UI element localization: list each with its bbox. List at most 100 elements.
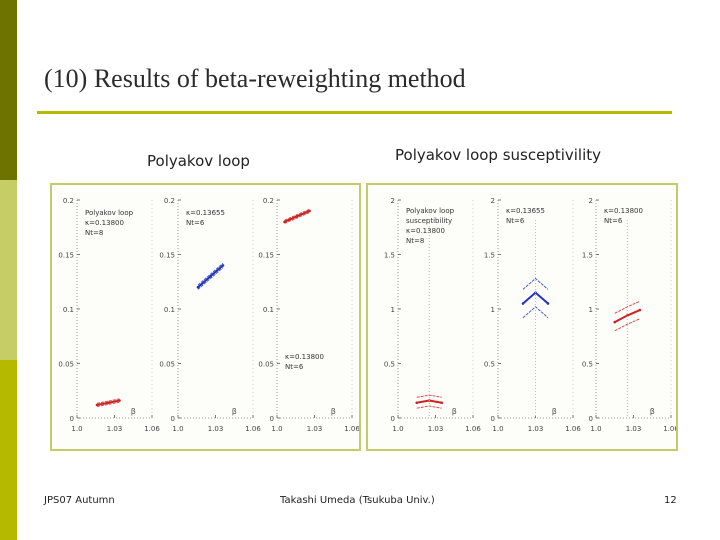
x-tick-label: 1.06 bbox=[465, 425, 481, 433]
accent-band-middle bbox=[0, 180, 17, 360]
y-tick-label: 0 bbox=[589, 415, 593, 423]
x-axis-label: β bbox=[552, 407, 557, 416]
x-axis-label: β bbox=[331, 407, 336, 416]
y-tick-label: 0.1 bbox=[63, 306, 74, 314]
x-tick-label: 1.03 bbox=[528, 425, 544, 433]
x-tick-label: 1.06 bbox=[663, 425, 676, 433]
series-upper-band bbox=[284, 208, 310, 221]
footer-center: Takashi Umeda (Tsukuba Univ.) bbox=[280, 495, 435, 506]
x-tick-label: 1.06 bbox=[565, 425, 581, 433]
polyakov-loop-heading: Polyakov loop bbox=[147, 152, 250, 170]
panel-annotation: Nt=6 bbox=[285, 363, 304, 371]
series-point bbox=[196, 285, 200, 289]
panel-annotation: κ=0.13655 bbox=[186, 209, 225, 217]
x-tick-label: 1.0 bbox=[172, 425, 183, 433]
series-point bbox=[221, 264, 225, 267]
panel-annotation: Nt=6 bbox=[186, 219, 205, 227]
series-point bbox=[440, 401, 444, 405]
panel-annotation: κ=0.13800 bbox=[285, 353, 324, 361]
y-tick-label: 0.5 bbox=[582, 361, 593, 369]
x-tick-label: 1.03 bbox=[107, 425, 123, 433]
y-tick-label: 0.5 bbox=[484, 361, 495, 369]
y-tick-label: 0 bbox=[491, 415, 495, 423]
series-upper-band bbox=[614, 300, 640, 314]
series-lower-band bbox=[197, 267, 224, 290]
series-upper-band bbox=[197, 262, 224, 286]
series-point bbox=[638, 308, 642, 312]
x-tick-label: 1.0 bbox=[590, 425, 601, 433]
y-tick-label: 0.1 bbox=[164, 306, 175, 314]
y-tick-label: 1.5 bbox=[484, 252, 495, 260]
slide-title: (10) Results of beta-reweighting method bbox=[44, 64, 466, 93]
polyakov-loop-chart: 0.2 0.15 0.1 0.05 0 1.0 1.03 1.06 β Polyakov loop… bbox=[58, 197, 360, 433]
series-point bbox=[106, 401, 110, 405]
title-rule bbox=[37, 111, 672, 114]
y-tick-label: 0.2 bbox=[63, 197, 74, 205]
x-tick-label: 1.06 bbox=[144, 425, 160, 433]
y-tick-label: 1 bbox=[491, 306, 495, 314]
accent-band-bottom bbox=[0, 360, 17, 540]
y-tick-label: 0.05 bbox=[58, 361, 74, 369]
y-tick-label: 0 bbox=[70, 415, 74, 423]
susceptibility-heading: Polyakov loop susceptivility bbox=[395, 146, 602, 164]
y-tick-label: 0.05 bbox=[159, 361, 175, 369]
x-axis-label: β bbox=[131, 407, 136, 416]
x-tick-label: 1.03 bbox=[626, 425, 642, 433]
x-tick-label: 1.0 bbox=[492, 425, 503, 433]
y-tick-label: 2 bbox=[589, 197, 593, 205]
series-point bbox=[415, 401, 419, 405]
y-tick-label: 0 bbox=[171, 415, 175, 423]
y-tick-label: 1.5 bbox=[582, 252, 593, 260]
y-tick-label: 0 bbox=[391, 415, 395, 423]
x-tick-label: 1.06 bbox=[344, 425, 359, 433]
x-tick-label: 1.03 bbox=[428, 425, 444, 433]
y-tick-label: 0.1 bbox=[263, 306, 274, 314]
series-point bbox=[613, 320, 617, 324]
series-lower-band bbox=[284, 212, 310, 224]
panel-annotation: κ=0.13800 bbox=[604, 207, 643, 215]
series-lower-band bbox=[614, 318, 640, 332]
series-point bbox=[521, 302, 525, 305]
series-point bbox=[283, 220, 286, 224]
y-tick-label: 1.5 bbox=[384, 252, 395, 260]
y-tick-label: 0.05 bbox=[258, 361, 274, 369]
x-tick-label: 1.0 bbox=[71, 425, 82, 433]
panel-annotation: Nt=6 bbox=[506, 217, 525, 225]
panel-annotation: Polyakov loop bbox=[406, 207, 455, 215]
panel-annotation: κ=0.13800 bbox=[85, 219, 124, 227]
y-tick-label: 0.2 bbox=[164, 197, 175, 205]
y-tick-label: 2 bbox=[491, 197, 495, 205]
panel-annotation: Nt=6 bbox=[604, 217, 623, 225]
accent-band-top bbox=[0, 0, 17, 180]
y-tick-label: 0 bbox=[270, 415, 274, 423]
y-tick-label: 1 bbox=[391, 306, 395, 314]
y-tick-label: 0.5 bbox=[384, 361, 395, 369]
y-tick-label: 0.15 bbox=[258, 252, 274, 260]
x-tick-label: 1.03 bbox=[307, 425, 323, 433]
x-tick-label: 1.0 bbox=[271, 425, 282, 433]
series-point bbox=[546, 302, 550, 305]
x-axis-label: β bbox=[232, 407, 237, 416]
series-point bbox=[308, 209, 311, 213]
x-axis-label: β bbox=[650, 407, 655, 416]
y-tick-label: 1 bbox=[589, 306, 593, 314]
x-axis-label: β bbox=[452, 407, 457, 416]
panel-annotation: Nt=8 bbox=[85, 229, 103, 237]
panel-annotation: Nt=8 bbox=[406, 237, 424, 245]
y-tick-label: 2 bbox=[391, 197, 395, 205]
series-point bbox=[118, 399, 121, 402]
x-tick-label: 1.0 bbox=[392, 425, 403, 433]
y-tick-label: 0.15 bbox=[58, 252, 74, 260]
panel-annotation: κ=0.13800 bbox=[406, 227, 445, 235]
x-tick-label: 1.06 bbox=[245, 425, 261, 433]
footer-left: JPS07 Autumn bbox=[44, 495, 115, 506]
series-lower-band bbox=[522, 306, 549, 319]
panel-annotation: Polyakov loop bbox=[85, 209, 134, 217]
y-tick-label: 0.15 bbox=[159, 252, 175, 260]
y-tick-label: 0.2 bbox=[263, 197, 274, 205]
panel-annotation: κ=0.13655 bbox=[506, 207, 545, 215]
series-upper-band bbox=[522, 277, 549, 290]
series-upper-band bbox=[416, 394, 442, 398]
